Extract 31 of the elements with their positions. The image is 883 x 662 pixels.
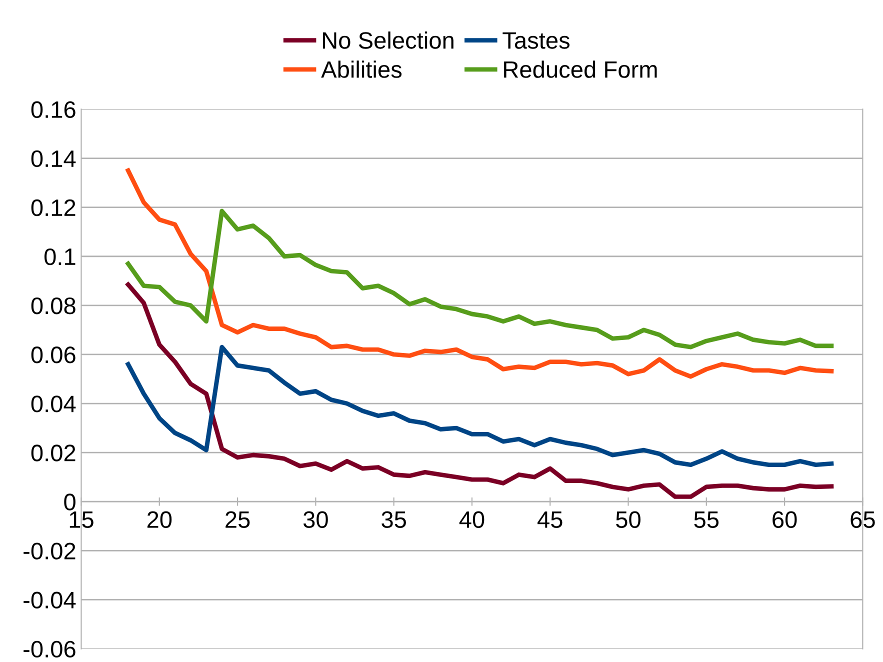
- y-tick-label: -0.02: [24, 542, 76, 560]
- x-tick-label: 25: [226, 511, 250, 528]
- legend-label: No Selection: [322, 31, 454, 49]
- y-tick-label: 0.14: [31, 150, 76, 168]
- y-tick-label: 0.06: [31, 346, 76, 364]
- y-tick-label: -0.06: [24, 640, 76, 658]
- x-tick-label: 35: [382, 511, 406, 528]
- x-tick-label: 40: [459, 511, 484, 528]
- legend-label: Tastes: [502, 32, 570, 49]
- x-tick-label: 60: [772, 511, 797, 528]
- y-tick-label: 0.16: [31, 101, 76, 118]
- legend-label: Abilities: [321, 60, 402, 78]
- line-series: [126, 208, 834, 350]
- x-tick-label: 30: [303, 511, 328, 528]
- line-series: [126, 282, 834, 499]
- y-tick-label: -0.04: [24, 592, 76, 608]
- line-series: [126, 168, 834, 379]
- line-series: [126, 344, 834, 468]
- x-tick-label: 15: [70, 512, 94, 528]
- y-tick-label: 0.08: [31, 297, 76, 314]
- x-tick-label: 65: [850, 511, 875, 528]
- x-tick-label: 20: [147, 511, 172, 528]
- y-tick-label: 0.02: [31, 444, 76, 462]
- x-tick-label: 45: [538, 512, 562, 528]
- legend-label: Reduced Form: [504, 60, 657, 78]
- y-tick-label: 0.04: [31, 396, 76, 412]
- y-tick-label: 0.12: [31, 199, 76, 216]
- x-tick-label: 55: [694, 512, 719, 528]
- y-tick-label: 0.1: [44, 248, 76, 266]
- y-tick-label: 0: [64, 494, 76, 510]
- x-tick-label: 50: [616, 511, 640, 528]
